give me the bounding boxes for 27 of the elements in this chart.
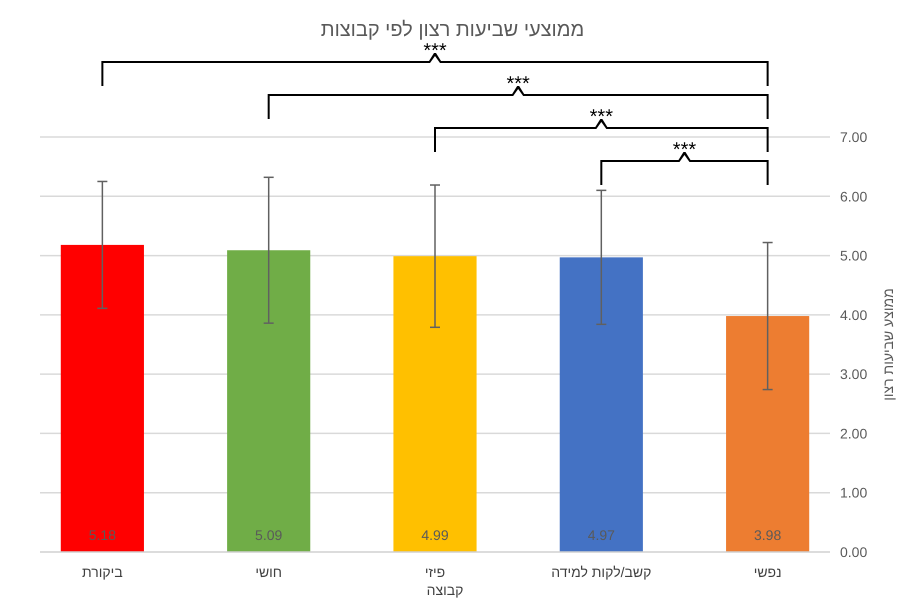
bar: [227, 250, 310, 552]
y-tick-label: 2.00: [840, 425, 868, 442]
bar: [726, 316, 810, 552]
y-tick-label: 6.00: [840, 188, 868, 204]
x-axis-title: קבוצה: [426, 582, 464, 598]
bar: [560, 257, 643, 552]
data-label: 5.09: [255, 527, 283, 543]
y-tick-label: 0.00: [840, 544, 868, 560]
y-tick-label: 3.00: [840, 366, 868, 382]
y-tick-label: 1.00: [840, 484, 868, 501]
data-label: 3.98: [754, 527, 782, 543]
x-tick-label: ביקורת: [82, 564, 123, 580]
y-tick-label: 4.00: [840, 306, 868, 323]
data-label: 4.97: [588, 527, 616, 543]
x-tick-label: נפשי: [754, 564, 782, 580]
y-tick-label: 7.00: [840, 129, 868, 145]
y-tick-label: 5.00: [840, 248, 868, 264]
x-tick-label: קשב/לקות למידה: [551, 564, 652, 580]
x-tick-label: פיזי: [424, 564, 446, 580]
y-axis-title: ממוצע שביעות רצון: [880, 288, 896, 401]
x-tick-label: חושי: [255, 564, 282, 580]
data-label: 4.99: [421, 527, 449, 543]
bar: [60, 244, 144, 552]
chart-title: ממוצעי שביעות רצון לפי קבוצות: [320, 19, 584, 41]
data-label: 5.18: [88, 527, 116, 543]
annotation: ***: [672, 139, 696, 161]
bar: [393, 256, 477, 552]
